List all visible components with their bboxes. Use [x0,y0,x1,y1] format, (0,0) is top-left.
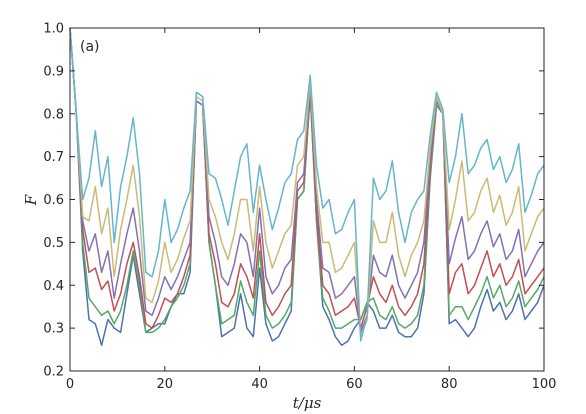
x-tick-label: 0 [66,377,74,392]
y-tick-label: 0.3 [43,322,64,337]
series-line-4 [69,27,545,334]
ticks-layer: 0 20 40 60 80 100 0.2 0.3 0.4 0.5 0.6 0.7 0.8 0.9 1.0 [43,22,556,393]
y-tick-label: 0.2 [43,365,64,380]
y-tick-label: 0.8 [43,107,64,122]
y-tick-label: 0.7 [43,150,64,165]
y-tick-label: 0.5 [43,236,64,251]
x-axis-label: t/μs [293,394,322,412]
y-tick-label: 0.4 [43,279,64,294]
panel-label: (a) [80,39,100,55]
y-tick-label: 0.6 [43,193,64,208]
y-tick-label: 1.0 [43,22,64,37]
series-line-6 [69,27,545,342]
x-tick-label: 20 [157,377,174,392]
series-line-5 [69,27,545,338]
plot-frame [69,27,545,372]
x-tick-label: 60 [346,377,363,392]
x-tick-label: 40 [251,377,268,392]
series-layer [69,27,545,347]
x-tick-label: 100 [532,377,557,392]
x-tick-label: 80 [441,377,458,392]
y-axis-label: F [22,194,40,206]
y-tick-label: 0.9 [43,64,64,79]
